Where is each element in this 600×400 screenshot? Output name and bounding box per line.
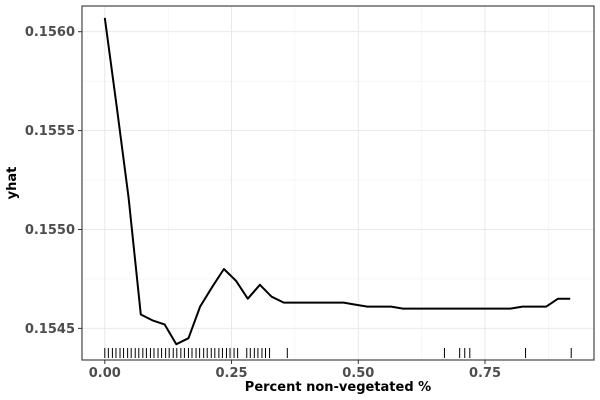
x-tick-label: 0.00 <box>89 366 121 381</box>
rug-marks <box>104 348 572 358</box>
x-axis-title: Percent non-vegetated % <box>245 380 431 395</box>
y-axis: 0.1545 0.1550 0.1555 0.1560 <box>25 25 82 337</box>
series-line <box>103 17 571 346</box>
y-axis-title: yhat <box>5 167 20 200</box>
series-lines <box>103 17 571 346</box>
x-axis: 0.00 0.25 0.50 0.75 <box>89 360 501 381</box>
x-tick-label: 0.75 <box>469 366 501 381</box>
y-tick-label: 0.1550 <box>25 223 75 238</box>
y-tick-label: 0.1545 <box>25 322 75 337</box>
y-tick-label: 0.1555 <box>25 124 75 139</box>
plot-panel-border <box>81 5 595 361</box>
x-tick-label: 0.25 <box>216 366 248 381</box>
y-tick-label: 0.1560 <box>25 25 75 40</box>
x-tick-label: 0.50 <box>342 366 374 381</box>
grid-minor <box>82 6 594 360</box>
